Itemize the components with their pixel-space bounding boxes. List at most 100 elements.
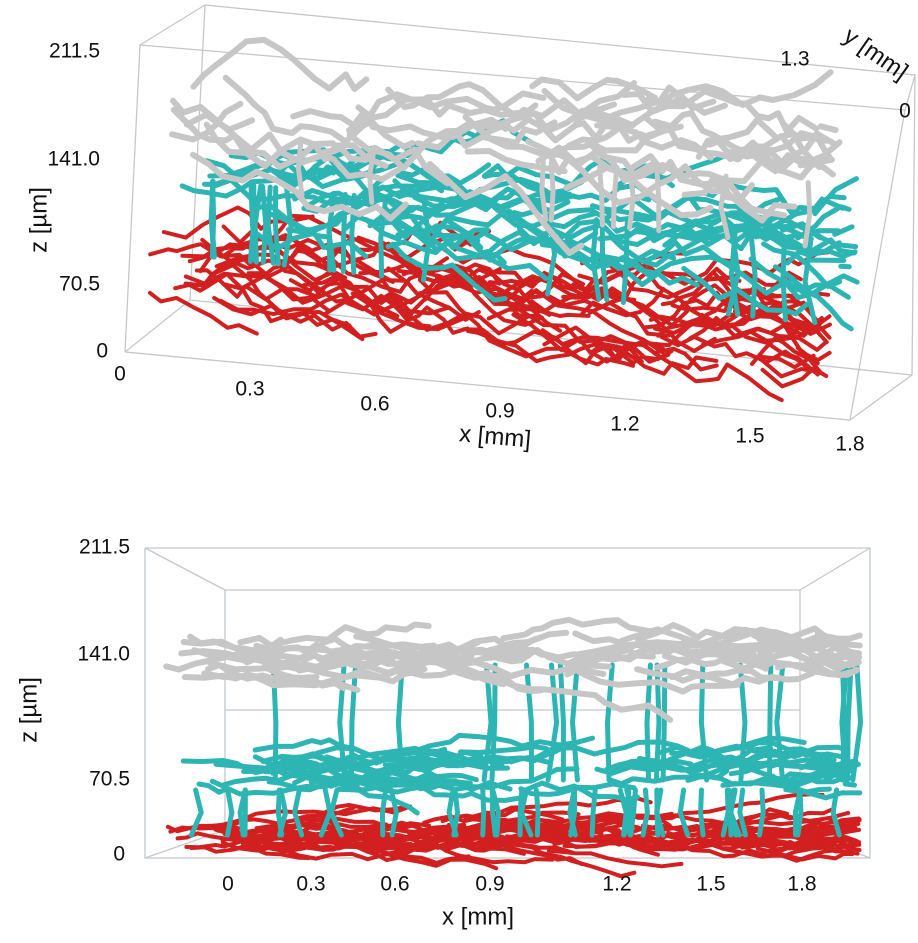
vessel (324, 745, 484, 766)
vessel (681, 265, 810, 317)
vessel (780, 221, 859, 250)
vessel (656, 744, 774, 765)
vessel (407, 732, 595, 755)
vessel (281, 186, 294, 268)
vessel (254, 230, 369, 259)
vessel (205, 662, 320, 682)
vessel (386, 842, 526, 856)
vessel (569, 662, 580, 783)
vessel (426, 161, 585, 256)
vessel (732, 308, 829, 345)
vessel (221, 242, 395, 291)
z-tick-label: 70.5 (59, 273, 100, 296)
vessel (572, 626, 778, 654)
vessel (461, 269, 671, 338)
vessel (204, 158, 345, 190)
vessel (187, 633, 378, 659)
vessel (654, 787, 666, 838)
vessel (575, 807, 789, 828)
vessel (385, 233, 465, 256)
vessel (358, 261, 539, 319)
vessel (229, 845, 311, 860)
vessel (335, 786, 420, 816)
vessel (328, 787, 344, 838)
vessel (597, 163, 605, 228)
vessel (165, 823, 241, 834)
vessel (383, 206, 599, 234)
vessel (385, 81, 539, 121)
vessel (449, 80, 638, 144)
vessel (830, 787, 842, 838)
vessel (639, 341, 784, 403)
vessel (247, 745, 355, 772)
vessel (564, 666, 741, 695)
vessel (464, 148, 568, 175)
y-tick-label: 1.3 (780, 48, 809, 71)
vessel (651, 110, 835, 181)
vessel (602, 735, 807, 755)
vessel (148, 290, 259, 336)
vessel (301, 272, 481, 322)
vessel (529, 286, 717, 353)
vessel (272, 256, 428, 305)
vessel (563, 164, 714, 219)
vessel (552, 839, 628, 849)
vessel (459, 229, 568, 263)
x-tick-label: 1.5 (696, 873, 725, 896)
vessel (363, 217, 549, 281)
vessel (660, 69, 834, 108)
vessel (572, 114, 636, 141)
vessel (390, 241, 508, 303)
vessel (802, 180, 813, 249)
vessel (350, 291, 432, 334)
vessel (220, 836, 410, 851)
vessel (277, 787, 289, 838)
x-tick-label: 0.3 (235, 378, 264, 401)
vessel (700, 307, 788, 328)
vessel (252, 737, 461, 769)
y-tick-label: 0 (899, 100, 911, 123)
vessel (461, 327, 629, 366)
vessel (745, 840, 854, 852)
vessel (489, 787, 498, 838)
vessel (644, 239, 819, 297)
vessel (822, 768, 855, 783)
x-tick-label: 1.5 (735, 425, 764, 448)
vessel (716, 748, 850, 772)
z-axis-label: z [µm] (25, 187, 52, 253)
vessel (640, 787, 650, 838)
vessel (346, 165, 485, 204)
vessel (190, 36, 370, 92)
vessel (206, 659, 347, 691)
vessel (737, 787, 748, 838)
x-axis-label: x [mm] (458, 420, 532, 453)
vessel (812, 176, 859, 217)
vessel (745, 659, 860, 678)
z-tick-label: 211.5 (79, 536, 130, 559)
vessel (472, 831, 545, 844)
x-tick-label: 1.8 (835, 433, 864, 456)
vessel (509, 846, 584, 866)
vessel (784, 352, 820, 377)
vessel (748, 256, 860, 301)
vessel (732, 810, 851, 830)
x-tick-label: 0 (222, 873, 234, 896)
vessel (695, 116, 778, 160)
x-tick-label: 1.2 (602, 873, 631, 896)
x-tick-label: 0.9 (475, 873, 504, 896)
z-tick-label: 0 (96, 340, 108, 363)
vessel (619, 833, 735, 850)
vessel (369, 830, 557, 846)
vessel (788, 276, 854, 332)
vessel (432, 659, 612, 680)
vessel (486, 307, 591, 321)
x-tick-label: 0.3 (296, 873, 325, 896)
vessel (539, 158, 549, 222)
vessel (320, 144, 451, 187)
vessel (308, 770, 473, 786)
vessel (557, 662, 566, 783)
x-tick-label: 1.2 (610, 413, 639, 436)
vessel (547, 152, 731, 206)
vessel (817, 123, 839, 133)
